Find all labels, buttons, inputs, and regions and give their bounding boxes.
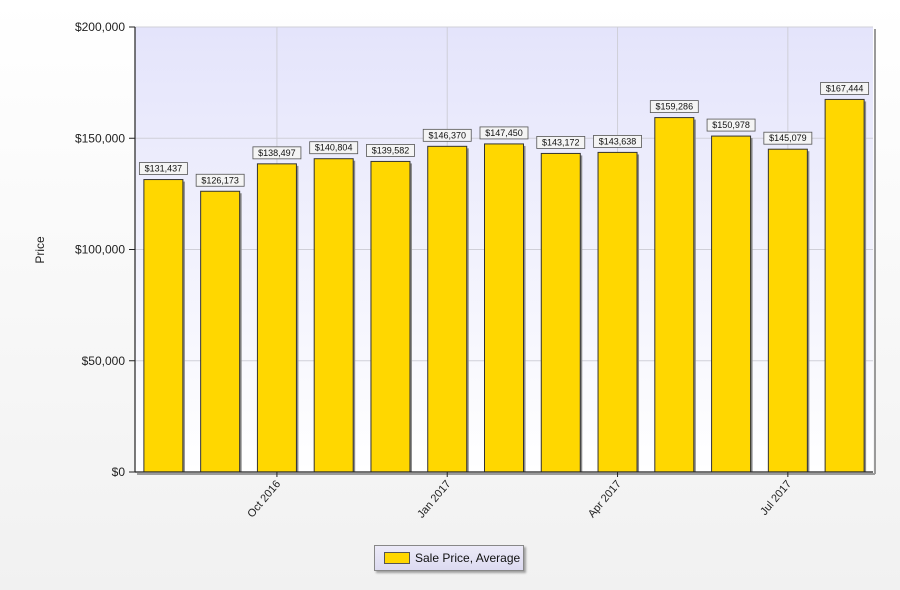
bar [597,151,638,473]
data-label: $150,978 [706,118,756,132]
legend-swatch [384,552,410,564]
bar [767,148,808,473]
data-label-box [195,173,245,187]
data-label-box [593,135,642,148]
data-label: $143,172 [536,136,586,149]
data-label-text: $150,978 [712,120,750,130]
data-label-box [763,131,813,145]
data-label-text: $167,444 [826,83,864,93]
legend-label: Sale Price, Average [415,551,521,565]
bar [313,158,354,473]
bar [427,145,468,473]
data-label-text: $159,286 [656,102,694,112]
y-tick-label: $200,000 [75,20,125,34]
bar [654,117,695,473]
data-label: $146,370 [422,128,472,142]
data-label-text: $146,370 [428,130,466,140]
data-label-box [252,146,302,160]
legend: Sale Price, Average [374,545,524,571]
y-axis-title: Price [33,236,47,264]
data-label-box [422,128,472,142]
data-labels: $131,437 $126,173 $138,497 $140,804 $139,582… [138,82,870,187]
bar [200,190,241,473]
data-label-box [706,118,756,132]
data-label-box [649,100,699,113]
data-label: $147,450 [479,126,529,140]
data-label: $159,286 [649,100,699,113]
data-label-text: $147,450 [485,128,523,138]
bar [256,163,297,473]
data-label-box [309,141,359,155]
bar [484,143,524,473]
y-tick-label: $0 [112,465,126,479]
data-label-text: $145,079 [769,133,807,143]
data-label-text: $138,497 [258,148,296,158]
bars [143,98,867,473]
y-tick-label: $100,000 [75,243,125,257]
x-tick-label: Oct 2016 [245,478,283,520]
data-label-text: $143,638 [599,136,637,146]
data-label: $131,437 [138,162,188,175]
data-label: $167,444 [820,82,870,95]
data-label-text: $131,437 [145,164,183,174]
bar [711,135,752,473]
data-label: $140,804 [309,141,359,155]
bar [143,179,184,473]
bar [540,152,581,473]
data-label-box [138,162,188,175]
x-tick-label: Jul 2017 [758,478,794,518]
data-label-box [366,144,415,157]
data-label-box [479,126,529,140]
data-label: $143,638 [593,135,642,148]
x-tick-label: Jan 2017 [415,478,453,520]
data-label-text: $139,582 [372,145,410,155]
data-label-text: $140,804 [315,143,353,153]
data-label-text: $143,172 [542,137,580,147]
data-label: $145,079 [763,131,813,145]
y-tick-label: $50,000 [82,354,126,368]
bar [824,98,865,473]
x-tick-label: Apr 2017 [586,478,624,520]
data-label: $126,173 [195,173,245,187]
data-label-box [820,82,870,95]
data-label-text: $126,173 [201,175,239,185]
data-label: $138,497 [252,146,302,160]
y-tick-label: $150,000 [75,131,125,145]
data-label: $139,582 [366,144,415,157]
bar [370,160,411,473]
data-label-box [536,136,586,149]
